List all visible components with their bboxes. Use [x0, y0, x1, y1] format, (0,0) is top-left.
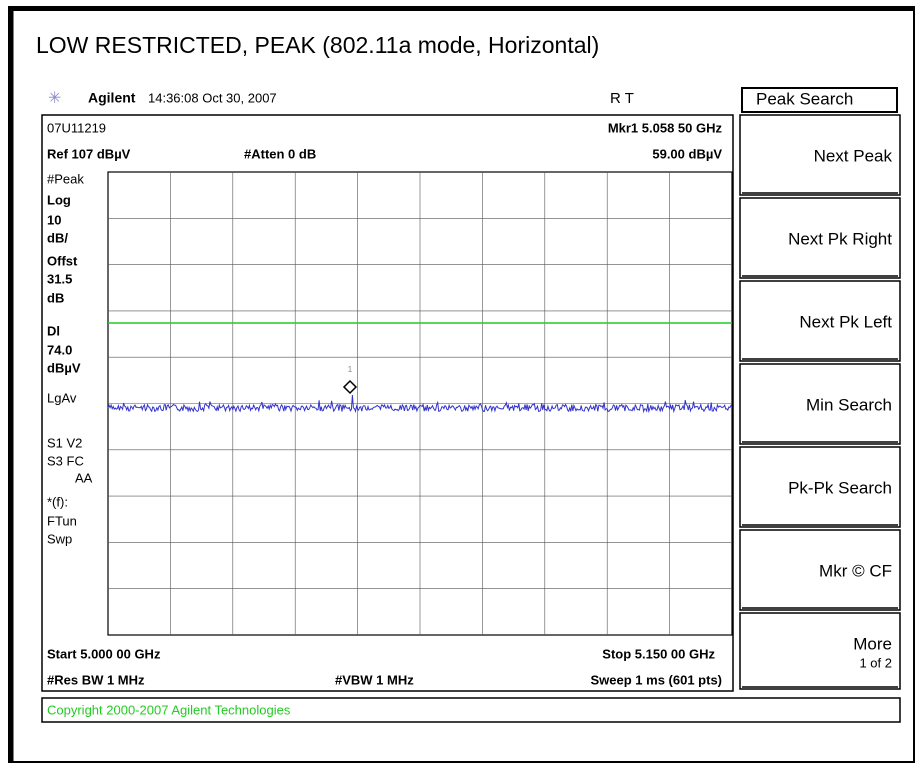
marker-value: 59.00 dBµV	[652, 146, 722, 161]
softkey	[739, 363, 901, 445]
softkey	[739, 114, 901, 196]
atten: #Atten 0 dB	[244, 146, 316, 161]
time: 14:36:08 Oct 30, 2007	[148, 90, 277, 105]
left-label: dBµV	[47, 360, 81, 375]
menu-title: Peak Search	[756, 89, 853, 108]
left-label: AA	[75, 470, 93, 485]
grid	[107, 171, 733, 636]
display-id: 07U11219	[47, 120, 106, 135]
marker	[342, 379, 358, 395]
rbw: #Res BW 1 MHz	[47, 672, 145, 687]
left-label: Swp	[47, 531, 72, 546]
left-label: Dl	[47, 323, 60, 338]
left-label: 31.5	[47, 271, 72, 286]
ref-level: Ref 107 dBµV	[47, 146, 131, 161]
softkeys: Next Peak Next Pk Right Next Pk Left Min Se…	[739, 114, 901, 690]
softkey	[739, 280, 901, 362]
marker-number: 1	[348, 365, 353, 374]
footer-box	[41, 697, 901, 723]
left-label: Offst	[47, 253, 78, 268]
trace	[107, 394, 733, 414]
marker-label: Mkr1 5.058 50 GHz	[608, 120, 723, 135]
left-label: dB/	[47, 230, 68, 245]
left-label: FTun	[47, 513, 77, 528]
stop-freq: Stop 5.150 00 GHz	[602, 646, 715, 661]
left-label: Log	[47, 192, 71, 207]
vbw: #VBW 1 MHz	[335, 672, 414, 687]
softkey-label: Min Search	[806, 395, 892, 414]
left-label: LgAv	[47, 390, 77, 405]
softkey-label: Next Peak	[814, 146, 893, 165]
softkey-label: More	[853, 634, 892, 653]
title: LOW RESTRICTED, PEAK (802.11a mode, Hori…	[36, 32, 599, 58]
left-label: *(f):	[47, 494, 68, 509]
left-labels: #Peak Log 10 dB/Offst 31.5 dB Dl 74.0 dBµV LgAv S1…	[47, 171, 93, 546]
left-label: dB	[47, 290, 64, 305]
logo: ✳	[48, 90, 61, 107]
display-box	[41, 114, 734, 692]
softkey-label: Mkr © CF	[819, 561, 892, 580]
brand: Agilent	[88, 90, 136, 106]
left-label: 74.0	[47, 342, 72, 357]
menu-title-box	[741, 87, 898, 113]
softkey-label: Next Pk Right	[788, 229, 892, 248]
softkey	[739, 612, 901, 690]
left-label: S1 V2	[47, 435, 82, 450]
copyright: Copyright 2000-2007 Agilent Technologies	[47, 702, 291, 717]
left-label: #Peak	[47, 171, 84, 186]
softkey-label: 1 of 2	[859, 655, 892, 670]
softkey	[739, 529, 901, 611]
left-label: S3 FC	[47, 453, 84, 468]
softkey	[739, 446, 901, 528]
softkey-label: Pk-Pk Search	[788, 478, 892, 497]
sweep: Sweep 1 ms (601 pts)	[591, 672, 723, 687]
start-freq: Start 5.000 00 GHz	[47, 646, 161, 661]
status: R T	[610, 90, 634, 107]
left-label: 10	[47, 212, 61, 227]
softkey-label: Next Pk Left	[799, 312, 892, 331]
softkey	[739, 197, 901, 279]
